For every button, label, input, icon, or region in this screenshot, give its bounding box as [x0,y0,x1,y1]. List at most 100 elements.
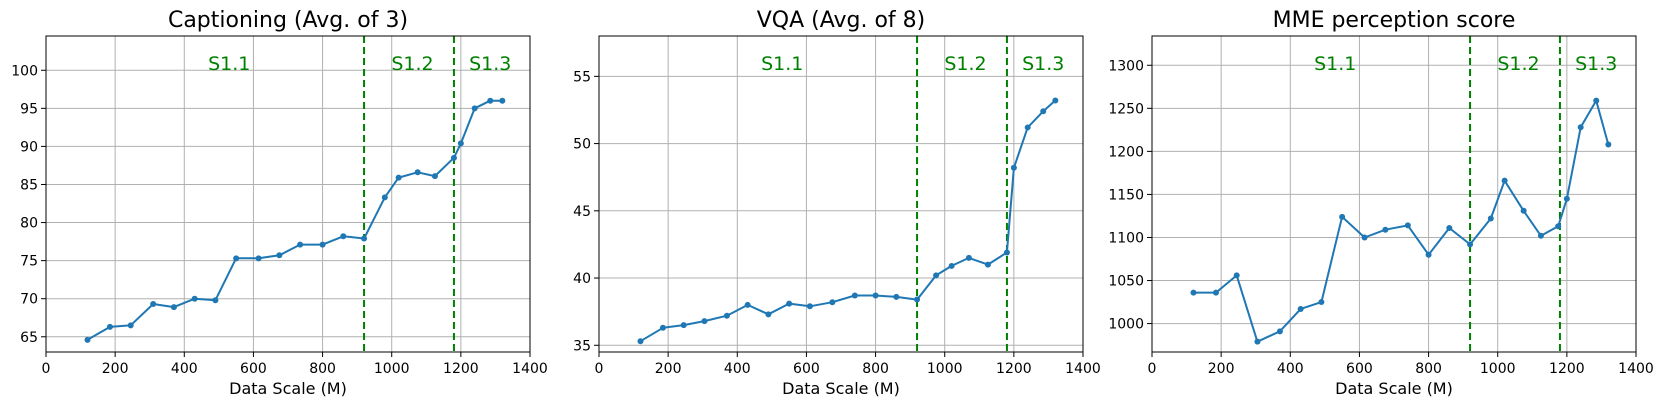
data-point [637,338,644,345]
x-tick-label: 1000 [1480,361,1516,377]
stage-label: S1.2 [1497,53,1539,75]
series-line [87,99,503,341]
y-tick-label: 75 [20,254,38,270]
stage-label: S1.1 [208,53,250,75]
y-tick-label: 50 [573,137,591,153]
x-tick-label: 600 [793,361,820,377]
data-point [1040,108,1047,115]
data-point [1501,177,1508,184]
data-point [933,272,940,279]
x-tick-label: 200 [1208,361,1235,377]
data-point [381,194,388,201]
x-tick-label: 800 [862,361,889,377]
data-point [914,296,921,303]
data-point [1404,222,1411,229]
y-tick-label: 45 [573,204,591,220]
stage-label: S1.3 [469,53,511,75]
x-tick-label: 1400 [1618,361,1654,377]
data-point [1555,223,1562,230]
x-tick-label: 800 [309,361,336,377]
data-point [1563,195,1570,202]
chart-panel-vqa: VQA (Avg. of 8) Data Scale (M) 0 200 400 60… [573,8,1101,398]
data-point [395,174,402,181]
data-point [1010,164,1017,171]
data-point [872,292,879,299]
y-tick-label: 70 [20,292,38,308]
data-point [659,324,666,331]
x-tick-label: 1400 [512,361,548,377]
stage-label: S1.3 [1575,53,1617,75]
data-point [1254,338,1261,345]
data-point [701,318,708,325]
y-tick-label: 1100 [1108,230,1144,246]
y-tick-label: 1300 [1108,58,1144,74]
data-point [680,322,687,329]
data-point [1233,272,1240,279]
data-point [255,255,262,262]
data-point [948,262,955,269]
chart-panel-captioning: Captioning (Avg. of 3) Data Scale (M) 0 2… [11,8,548,398]
y-tick-label: 1050 [1108,274,1144,290]
data-point [723,312,730,319]
data-point [806,303,813,310]
x-tick-label: 0 [595,361,604,377]
data-point [1425,251,1432,258]
data-point [1052,97,1059,104]
stage-label: S1.2 [944,53,986,75]
y-tick-label: 1150 [1108,187,1144,203]
data-point [851,292,858,299]
x-axis-label: Data Scale (M) [229,379,347,398]
data-point [276,252,283,259]
data-point [765,311,772,318]
series-line [1193,99,1610,343]
data-point [744,301,751,308]
y-tick-label: 65 [20,330,38,346]
data-point [786,300,793,307]
data-point [1024,124,1031,131]
plot-frame [598,35,1084,353]
x-tick-label: 400 [724,361,751,377]
data-point [319,241,326,248]
data-point [106,323,113,330]
data-point [1318,299,1325,306]
data-point [340,233,347,240]
series-line [639,99,1056,343]
data-point [1577,124,1584,131]
data-point [1520,207,1527,214]
y-tick-label: 1000 [1108,317,1144,333]
x-tick-label: 800 [1415,361,1442,377]
x-tick-label: 1000 [927,361,963,377]
stage-label: S1.2 [391,53,433,75]
data-point [1276,328,1283,335]
y-tick-label: 1200 [1108,144,1144,160]
data-point [1446,225,1453,232]
chart-panel-mme: MME perception score Data Scale (M) 0 200… [1108,8,1653,398]
x-tick-label: 200 [655,361,682,377]
y-tick-label: 80 [20,216,38,232]
data-point [1537,232,1544,239]
plot-frame [1151,35,1637,353]
y-tick-label: 35 [573,338,591,354]
data-point [487,97,494,104]
x-axis-label: Data Scale (M) [1335,379,1453,398]
x-axis-label: Data Scale (M) [782,379,900,398]
x-tick-label: 400 [171,361,198,377]
data-point [893,293,900,300]
data-point [84,336,91,343]
data-point [1339,213,1346,220]
y-tick-label: 95 [20,101,38,117]
data-point [150,301,157,308]
x-tick-label: 1400 [1065,361,1101,377]
y-tick-label: 55 [573,69,591,85]
x-tick-label: 600 [1346,361,1373,377]
data-point [1593,97,1600,104]
stage-label: S1.1 [1314,53,1356,75]
data-point [1190,289,1197,296]
data-point [965,254,972,261]
x-tick-label: 200 [102,361,129,377]
chart-title: MME perception score [1273,8,1516,33]
data-point [233,255,240,262]
data-point [361,235,368,242]
chart-title: Captioning (Avg. of 3) [168,8,408,33]
